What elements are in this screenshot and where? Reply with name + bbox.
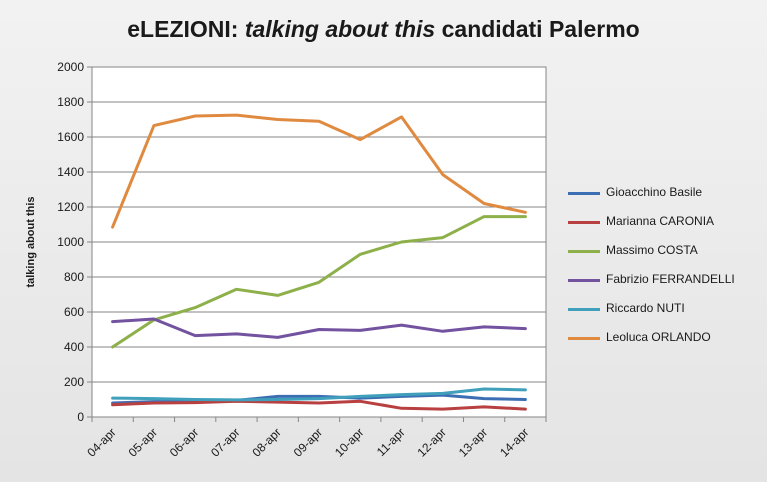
y-axis-label: talking about this <box>25 196 37 287</box>
y-tick-label: 1400 <box>57 165 84 179</box>
y-tick-label: 400 <box>64 340 84 354</box>
legend-swatch <box>568 337 600 340</box>
y-tick-label: 200 <box>64 375 84 389</box>
x-tick-label: 04-apr <box>84 425 118 459</box>
x-tick-label: 05-apr <box>126 425 160 459</box>
x-tick-label: 09-apr <box>291 425 325 459</box>
x-tick-label: 13-apr <box>456 425 490 459</box>
y-tick-label: 800 <box>64 270 84 284</box>
legend-swatch <box>568 192 600 195</box>
y-tick-label: 1800 <box>57 95 84 109</box>
legend-item: Marianna CARONIA <box>568 211 763 235</box>
legend-item: Gioacchino Basile <box>568 182 763 206</box>
gridlines <box>92 66 546 418</box>
legend-label: Massimo COSTA <box>606 243 698 257</box>
y-tick-label: 600 <box>64 305 84 319</box>
x-tick-label: 08-apr <box>249 425 283 459</box>
y-axis-ticks: 0 200 400 600 800 1000 1200 1400 1600 1800 2000 <box>57 60 92 424</box>
y-tick-label: 1600 <box>57 130 84 144</box>
x-tick-label: 10-apr <box>332 425 366 459</box>
x-tick-label: 06-apr <box>167 425 201 459</box>
legend-swatch <box>568 308 600 311</box>
legend-label: Leoluca ORLANDO <box>606 330 711 344</box>
legend-label: Riccardo NUTI <box>606 301 685 315</box>
legend-swatch <box>568 221 600 224</box>
series-line-2 <box>111 215 527 349</box>
series-line-5 <box>111 113 527 229</box>
chart-title-suffix: candidati Palermo <box>435 16 640 42</box>
series-line-4 <box>111 387 527 402</box>
y-tick-label: 1200 <box>57 200 84 214</box>
x-tick-label: 12-apr <box>415 425 449 459</box>
x-tick-label: 14-apr <box>497 425 531 459</box>
series-line-1 <box>111 399 527 411</box>
chart-title: eLEZIONI: talking about this candidati P… <box>0 16 767 43</box>
series-lines <box>111 113 527 411</box>
chart-title-prefix: eLEZIONI: <box>127 16 245 42</box>
x-tick-label: 07-apr <box>208 425 242 459</box>
legend-label: Fabrizio FERRANDELLI <box>606 272 735 286</box>
chart-title-italic: talking about this <box>244 16 436 42</box>
legend-swatch <box>568 250 600 253</box>
legend-label: Gioacchino Basile <box>606 185 703 199</box>
x-tick-label: 11-apr <box>374 425 408 459</box>
y-tick-label: 0 <box>77 410 84 424</box>
legend-swatch <box>568 279 600 282</box>
y-tick-label: 2000 <box>57 60 84 74</box>
x-axis-ticks: 04-apr 05-apr 06-apr 07-apr 08-apr 09-apr 10-a… <box>84 417 547 460</box>
legend-item: Leoluca ORLANDO <box>568 327 763 351</box>
series-line-3 <box>111 317 527 339</box>
legend-item: Riccardo NUTI <box>568 298 763 322</box>
legend: Gioacchino Basile Marianna CARONIA Massimo… <box>568 182 763 356</box>
legend-label: Marianna CARONIA <box>606 214 715 228</box>
legend-item: Fabrizio FERRANDELLI <box>568 269 763 293</box>
legend-item: Massimo COSTA <box>568 240 763 264</box>
y-tick-label: 1000 <box>57 235 84 249</box>
